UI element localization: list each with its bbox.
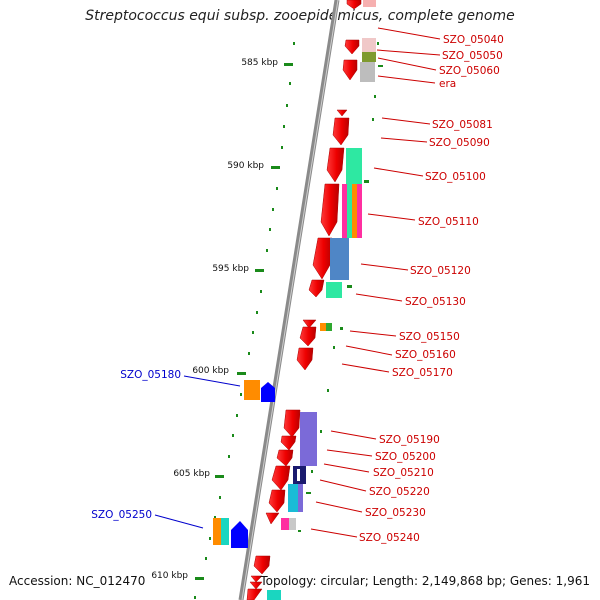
gene-arrow-szo-05100[interactable] (326, 147, 345, 183)
gene-arrow-szo-05160[interactable] (299, 326, 317, 347)
gene-label[interactable]: SZO_05240 (359, 532, 420, 544)
gene-label[interactable]: SZO_05090 (429, 137, 490, 149)
gene-arrow-szo-05081[interactable] (336, 109, 348, 117)
gene-arrow-next-3[interactable] (249, 581, 263, 590)
gene-arrow-next-4[interactable] (246, 588, 263, 600)
gene-arrow-szo-05110[interactable] (320, 183, 340, 237)
leader-lines-right (310, 27, 441, 538)
gene-arrow-szo-05220[interactable] (271, 465, 291, 491)
gene-label[interactable]: SZO_05100 (425, 171, 486, 183)
gene-label[interactable]: SZO_05050 (442, 50, 503, 62)
gene-label[interactable]: SZO_05200 (375, 451, 436, 463)
gene-label[interactable]: SZO_05170 (392, 367, 453, 379)
gene-arrow-szo-05230[interactable] (268, 489, 286, 513)
gene-arrow-szo-05050[interactable] (344, 39, 360, 55)
scale-label: 610 kbp (151, 571, 188, 581)
gene-label[interactable]: SZO_05190 (379, 434, 440, 446)
summary-text: Topology: circular; Length: 2,149,868 bp… (260, 574, 590, 588)
gene-label[interactable]: SZO_05220 (369, 486, 430, 498)
gene-arrow-szo-05040[interactable] (346, 0, 362, 10)
gene-label[interactable]: SZO_05180 (120, 369, 181, 381)
gene-label[interactable]: SZO_05081 (432, 119, 493, 131)
gene-arrow-szo-05130[interactable] (308, 279, 325, 298)
genome-backbone (238, 0, 340, 600)
gene-arrow-szo-05060[interactable] (342, 59, 358, 81)
gene-arrow-szo-05250[interactable] (231, 521, 248, 548)
gene-arrow-szo-05090[interactable] (332, 117, 350, 146)
minor-tick-marks (194, 42, 295, 599)
gene-arrow-szo-05120[interactable] (312, 237, 333, 280)
gene-labels-right: SZO_05040 SZO_05050 SZO_05060 era SZO_05… (359, 34, 504, 544)
major-tick-marks (195, 63, 293, 580)
gene-arrow-szo-05210[interactable] (276, 449, 294, 467)
gene-block-szo-05180[interactable] (244, 380, 260, 400)
gene-arrow-szo-05150[interactable] (302, 319, 317, 329)
gene-arrow-szo-05240[interactable] (265, 512, 280, 525)
gene-label[interactable]: SZO_05150 (399, 331, 460, 343)
gene-arrow-szo-05180[interactable] (261, 382, 275, 402)
gene-label[interactable]: SZO_05160 (395, 349, 456, 361)
gene-arrow-szo-05200[interactable] (280, 435, 297, 451)
scale-label: 600 kbp (192, 366, 229, 376)
gene-label[interactable]: SZO_05040 (443, 34, 504, 46)
gene-label[interactable]: SZO_05110 (418, 216, 479, 228)
cog-blocks (267, 0, 376, 600)
gene-arrow-next-1[interactable] (253, 555, 271, 575)
left-gene-blocks (213, 380, 275, 548)
genome-title: Streptococcus equi subsp. zooepidemicus,… (85, 8, 515, 24)
gene-label[interactable]: SZO_05230 (365, 507, 426, 519)
gene-label[interactable]: SZO_05130 (405, 296, 466, 308)
genome-backbone-highlight (241, 0, 339, 600)
scale-label: 605 kbp (173, 469, 210, 479)
feature-tick-marks (298, 42, 383, 532)
gene-arrow-szo-05190[interactable] (283, 409, 301, 438)
gene-arrow-next-2[interactable] (250, 575, 263, 583)
scale-label: 590 kbp (227, 161, 264, 171)
scale-labels: 585 kbp 590 kbp 595 kbp 600 kbp 605 kbp … (151, 58, 278, 581)
gene-arrows (246, 0, 362, 600)
accession-text: Accession: NC_012470 (9, 574, 146, 588)
gene-label[interactable]: SZO_05120 (410, 265, 471, 277)
scale-label: 595 kbp (212, 264, 249, 274)
gene-labels-left: SZO_05180 SZO_05250 (91, 369, 181, 521)
gene-label[interactable]: era (439, 78, 456, 90)
scale-label: 585 kbp (241, 58, 278, 68)
gene-label[interactable]: SZO_05210 (373, 467, 434, 479)
gene-label[interactable]: SZO_05250 (91, 509, 152, 521)
leader-lines-left (154, 375, 241, 529)
gene-label[interactable]: SZO_05060 (439, 65, 500, 77)
gene-arrow-szo-05170[interactable] (296, 347, 314, 371)
